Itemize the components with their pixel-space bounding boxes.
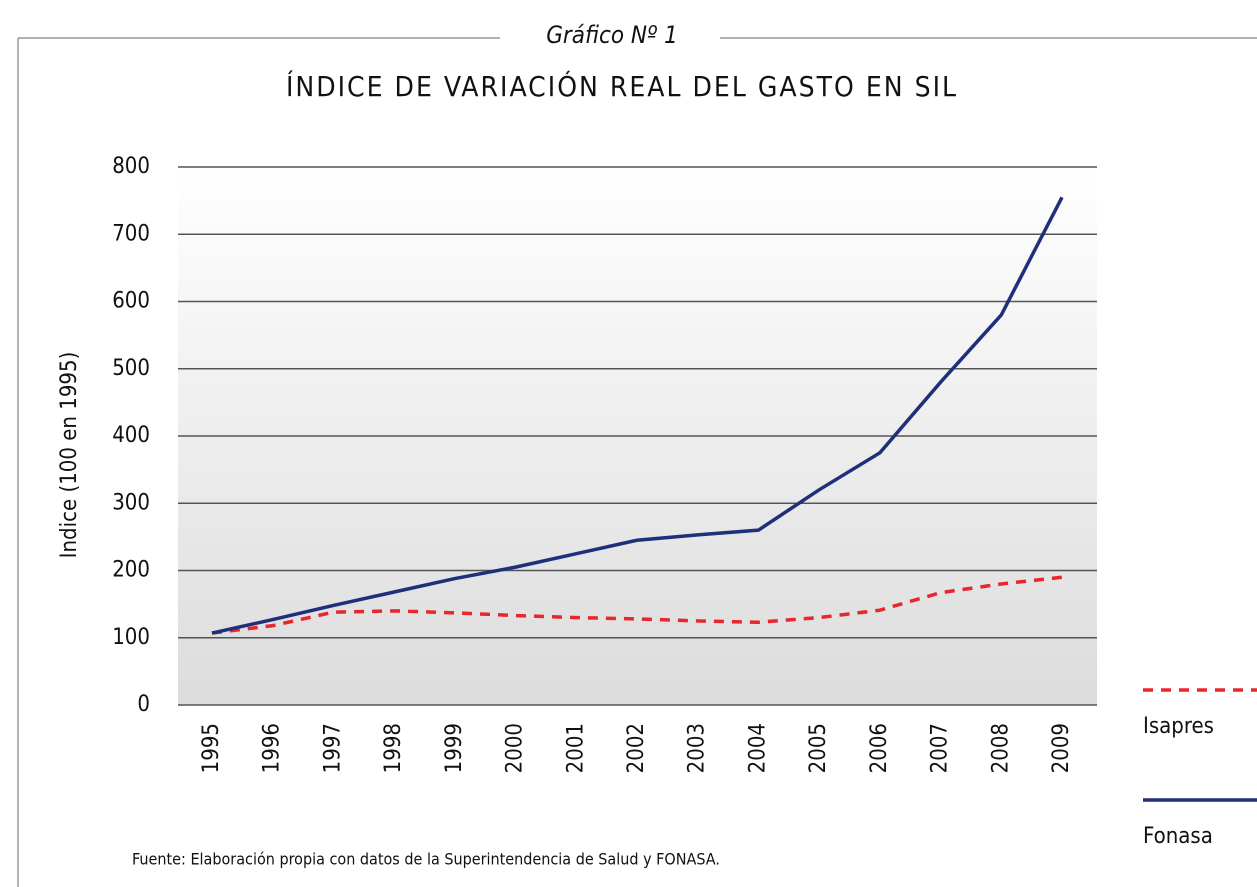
y-tick-label: 400 [112, 423, 150, 448]
x-tick-label: 2000 [503, 723, 528, 773]
x-tick-label: 1995 [199, 723, 224, 773]
y-axis-label: Indice (100 en 1995) [57, 352, 82, 559]
y-tick-label: 100 [112, 625, 150, 650]
legend-label: Isapres [1143, 714, 1214, 739]
x-tick-label: 2006 [867, 723, 892, 773]
x-tick-label: 2007 [928, 723, 953, 773]
x-tick-label: 1998 [381, 723, 406, 773]
y-tick-label: 800 [112, 154, 150, 179]
x-tick-label: 1996 [260, 723, 285, 773]
x-tick-label: 1997 [320, 723, 345, 773]
x-tick-label: 2001 [563, 723, 588, 773]
y-tick-label: 500 [112, 356, 150, 381]
x-tick-label: 2008 [988, 723, 1013, 773]
x-tick-label: 2003 [685, 723, 710, 773]
x-tick-label: 2004 [745, 723, 770, 773]
legend-label: Fonasa [1143, 824, 1213, 849]
x-tick-label: 2009 [1049, 723, 1074, 773]
y-tick-label: 600 [112, 289, 150, 314]
y-tick-label: 700 [112, 221, 150, 246]
chart-subtitle: Gráfico Nº 1 [546, 21, 678, 49]
x-tick-label: 2005 [806, 723, 831, 773]
source: Fuente: Elaboración propia con datos de … [132, 850, 720, 869]
x-tick-label: 2002 [624, 723, 649, 773]
y-tick-label: 300 [112, 490, 150, 515]
y-tick-label: 200 [112, 558, 150, 583]
y-tick-label: 0 [137, 692, 150, 717]
chart-title: ÍNDICE DE VARIACIÓN REAL DEL GASTO EN SI… [286, 69, 958, 103]
series-line [211, 196, 1064, 635]
x-tick-label: 1999 [442, 723, 467, 773]
